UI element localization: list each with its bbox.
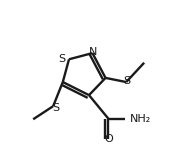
Text: NH₂: NH₂ bbox=[130, 114, 152, 124]
Text: O: O bbox=[104, 134, 113, 144]
Text: N: N bbox=[89, 47, 97, 57]
Text: S: S bbox=[123, 76, 130, 86]
Text: S: S bbox=[53, 102, 60, 113]
Text: S: S bbox=[58, 54, 65, 64]
